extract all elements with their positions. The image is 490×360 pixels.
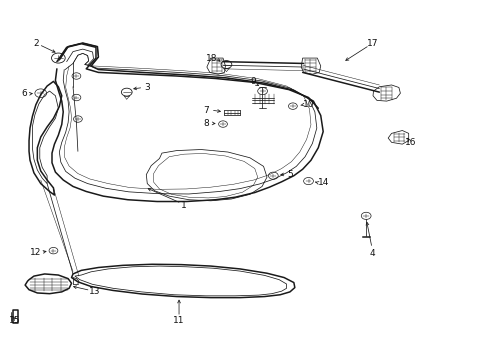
Text: 2: 2 — [33, 39, 39, 48]
Text: 4: 4 — [369, 249, 375, 258]
Text: 3: 3 — [145, 83, 150, 92]
Text: 15: 15 — [9, 316, 20, 325]
Text: 12: 12 — [30, 248, 42, 257]
Text: 1: 1 — [181, 201, 187, 210]
Text: 11: 11 — [173, 316, 185, 325]
Text: 9: 9 — [250, 77, 256, 86]
Text: 10: 10 — [303, 100, 314, 109]
Text: 14: 14 — [318, 178, 329, 187]
Text: 5: 5 — [287, 170, 293, 179]
Text: 8: 8 — [203, 119, 209, 128]
Text: 13: 13 — [89, 287, 100, 296]
Text: 17: 17 — [368, 39, 379, 48]
Text: 7: 7 — [203, 105, 209, 114]
Text: 6: 6 — [21, 89, 27, 98]
Text: 18: 18 — [206, 54, 218, 63]
Text: 16: 16 — [405, 138, 417, 147]
